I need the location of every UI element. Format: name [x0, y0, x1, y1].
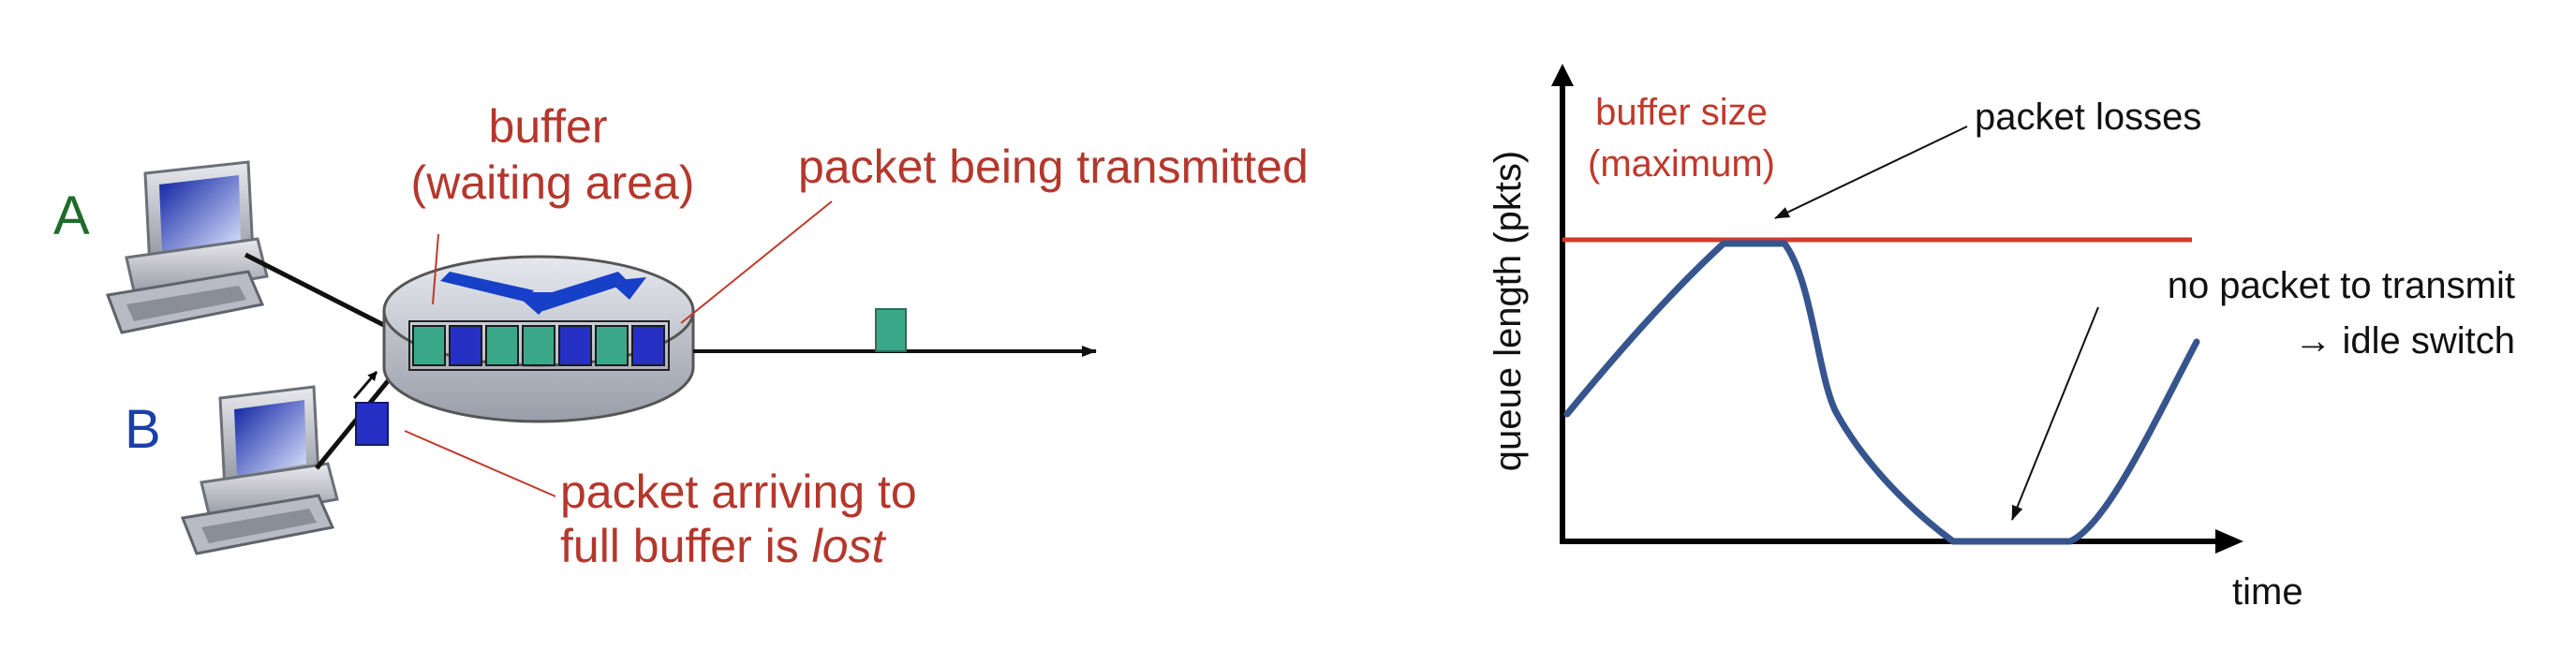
queued-packet-blue [631, 325, 665, 366]
buffer-size-label-line1: buffer size [1595, 92, 1768, 133]
lost-label-line2: full buffer is lost [560, 520, 887, 572]
buffer-title-line2: (waiting area) [411, 156, 695, 209]
lost-label-line1: packet arriving to [560, 466, 917, 518]
queue-buffer [408, 320, 670, 371]
lost-callout-line [404, 430, 556, 497]
left-diagram: A B [53, 100, 1309, 572]
queued-packet-green [412, 325, 446, 366]
buffer-size-label-line2: (maximum) [1588, 143, 1775, 185]
lost-packet-arrow [352, 371, 378, 399]
transmitting-label: packet being transmitted [798, 140, 1309, 193]
queue-length-curve [1563, 240, 2200, 545]
x-axis-label: time [2232, 571, 2303, 613]
losses-label: packet losses [1975, 96, 2201, 138]
lost-packet [355, 402, 389, 446]
y-axis-arrowhead [1551, 64, 1574, 86]
queued-packet-green [485, 325, 519, 366]
lost-label-emphasis: lost [812, 520, 887, 572]
x-axis-arrowhead [2215, 529, 2243, 554]
queue-packets [412, 325, 665, 366]
router-arrows-icon [440, 272, 646, 315]
buffer-callout-line [432, 233, 439, 305]
queued-packet-blue [558, 325, 592, 366]
host-a-computer-icon [105, 160, 269, 334]
queued-packet-green [522, 325, 555, 366]
queued-packet-green [595, 325, 629, 366]
lost-label-prefix: full buffer is [560, 520, 812, 572]
packet-on-wire [875, 308, 907, 352]
idle-arrow [2011, 306, 2099, 521]
idle-label-line1: no packet to transmit [2168, 265, 2515, 306]
right-chart: buffer size (maximum) packet losses no p… [1488, 64, 2515, 613]
losses-arrow [1774, 126, 1968, 219]
idle-label-line2: → idle switch [2294, 320, 2515, 362]
transmitting-callout-line [680, 200, 833, 324]
y-axis-label: queue length (pkts) [1488, 151, 1529, 471]
host-b-label: B [125, 399, 161, 460]
host-b-computer-icon [180, 385, 339, 555]
queued-packet-blue [449, 325, 482, 366]
host-a-label: A [53, 185, 90, 246]
buffer-title-line1: buffer [489, 100, 608, 153]
